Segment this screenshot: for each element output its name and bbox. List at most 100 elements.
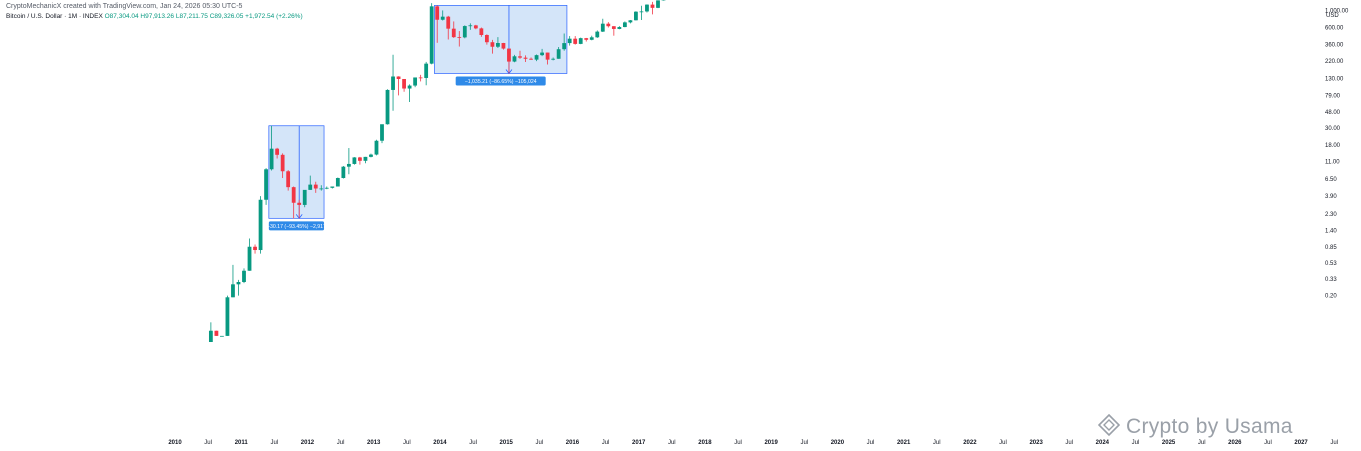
candle-2012-11[interactable] (363, 156, 368, 164)
candle-2016-04[interactable] (589, 35, 594, 41)
candle-2010-08[interactable] (214, 330, 219, 336)
candle-2015-01[interactable] (507, 48, 511, 74)
candle-2015-02[interactable] (512, 54, 517, 63)
candle-2012-06[interactable] (335, 177, 340, 187)
candle-2012-05[interactable] (330, 186, 335, 189)
candle-2012-03[interactable] (319, 185, 324, 191)
x-tick-label: Jul (668, 440, 676, 446)
y-tick-label: 130.00 (1325, 77, 1344, 83)
candle-2010-11[interactable] (231, 264, 235, 298)
candle-2013-12[interactable] (435, 5, 440, 43)
candle-2013-04[interactable] (391, 54, 395, 111)
candle-2015-05[interactable] (529, 57, 533, 60)
candle-2012-09[interactable] (352, 157, 357, 165)
candle-2016-03[interactable] (584, 37, 589, 42)
candle-2010-09[interactable] (220, 335, 224, 337)
candle-2017-03[interactable] (650, 1, 655, 15)
candle-2013-03[interactable] (385, 89, 390, 125)
candle-2015-04[interactable] (523, 55, 528, 63)
y-tick-label: 360.00 (1325, 43, 1344, 49)
x-tick-label: 2019 (764, 440, 778, 446)
candle-2014-02[interactable] (446, 15, 451, 40)
candle-2016-05[interactable] (595, 30, 600, 38)
candle-2011-07[interactable] (275, 147, 280, 159)
candle-2015-08[interactable] (545, 52, 550, 65)
candle-2015-06[interactable] (534, 54, 539, 62)
candle-2016-11[interactable] (628, 20, 633, 24)
candle-2014-01[interactable] (440, 10, 445, 21)
candle-2011-04[interactable] (258, 196, 263, 254)
candle-2013-01[interactable] (374, 139, 379, 156)
candle-2013-02[interactable] (380, 124, 384, 144)
candle-2012-07[interactable] (341, 165, 346, 179)
candle-2012-04[interactable] (324, 186, 329, 190)
drawdown-box-1[interactable] (268, 125, 325, 219)
candle-2015-07[interactable] (540, 48, 544, 57)
candle-2014-04[interactable] (457, 31, 462, 47)
candle-2014-05[interactable] (462, 25, 467, 39)
candle-2013-07[interactable] (407, 84, 412, 102)
candle-2014-03[interactable] (451, 21, 456, 38)
candle-2016-08[interactable] (611, 26, 616, 36)
candle-2013-11[interactable] (429, 3, 434, 65)
candle-2014-06[interactable] (468, 23, 473, 30)
candle-2017-04[interactable] (656, 0, 660, 9)
x-tick-label: Jul (403, 440, 411, 446)
candle-2016-01[interactable] (573, 36, 578, 45)
candle-2013-10[interactable] (424, 61, 429, 86)
candle-2010-07[interactable] (208, 322, 213, 342)
candle-2014-10[interactable] (490, 39, 495, 54)
candle-2016-07[interactable] (606, 22, 611, 28)
candle-2014-12[interactable] (501, 42, 506, 50)
y-tick-label: 79.00 (1325, 93, 1341, 99)
candle-2014-09[interactable] (484, 34, 489, 45)
candle-2016-02[interactable] (578, 37, 583, 45)
candle-2010-12[interactable] (236, 279, 241, 296)
candle-2012-10[interactable] (358, 156, 362, 165)
candle-2015-11[interactable] (562, 33, 567, 51)
candle-2010-10[interactable] (225, 295, 230, 336)
candle-2017-01[interactable] (639, 5, 644, 21)
y-tick-label: 0.20 (1325, 294, 1337, 300)
candle-2011-09[interactable] (286, 170, 291, 191)
candle-2011-02[interactable] (247, 238, 252, 271)
candle-2011-03[interactable] (253, 244, 257, 254)
candle-2016-06[interactable] (600, 18, 605, 33)
candle-2011-01[interactable] (242, 268, 246, 284)
candle-2017-02[interactable] (645, 4, 649, 13)
candle-2015-12[interactable] (567, 36, 572, 46)
candle-2014-11[interactable] (496, 37, 500, 49)
candle-2013-08[interactable] (413, 77, 418, 88)
candle-2011-06[interactable] (269, 125, 274, 171)
candle-2015-10[interactable] (556, 47, 561, 59)
drawdown-box-2[interactable] (434, 5, 568, 74)
candle-2013-06[interactable] (402, 78, 406, 92)
candles (208, 0, 666, 342)
x-tick-label: 2014 (433, 440, 447, 446)
candle-2011-05[interactable] (264, 168, 268, 205)
candle-2012-12[interactable] (369, 153, 373, 158)
candle-2011-08[interactable] (280, 153, 285, 179)
symbol-title[interactable]: Bitcoin / U.S. Dollar · 1M · INDEX (6, 13, 103, 20)
candle-2011-10[interactable] (291, 186, 296, 219)
candle-2014-08[interactable] (479, 27, 484, 37)
candle-2015-09[interactable] (551, 57, 556, 61)
candle-2012-08[interactable] (346, 148, 351, 175)
candle-2016-10[interactable] (622, 21, 627, 28)
candle-2013-05[interactable] (396, 76, 401, 96)
x-tick-label: 2022 (963, 440, 977, 446)
candle-2012-01[interactable] (308, 175, 313, 190)
candle-2014-07[interactable] (473, 24, 478, 30)
candle-2017-05[interactable] (661, 0, 666, 1)
y-tick-label: 0.85 (1325, 245, 1337, 251)
candle-2016-09[interactable] (617, 26, 622, 30)
candle-2013-09[interactable] (418, 74, 423, 82)
candle-2016-12[interactable] (634, 11, 638, 21)
y-tick-label: 30.00 (1325, 126, 1341, 132)
candle-2015-03[interactable] (518, 50, 522, 59)
candle-2012-02[interactable] (313, 181, 318, 193)
candle-2011-12[interactable] (302, 189, 307, 208)
candle-2011-11[interactable] (297, 199, 302, 219)
x-tick-label: 2020 (831, 440, 845, 446)
